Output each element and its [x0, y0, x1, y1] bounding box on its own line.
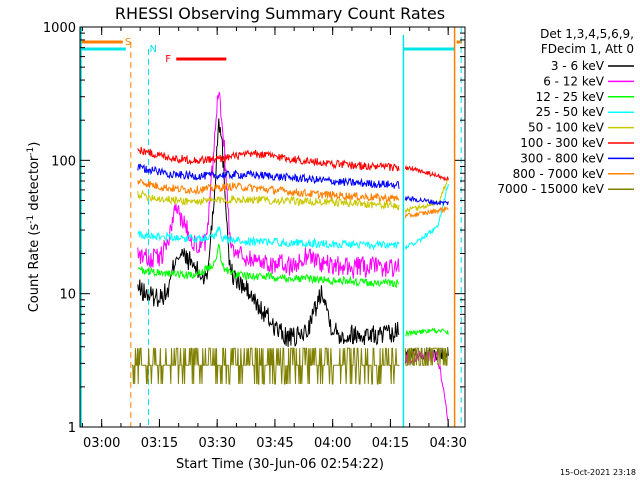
date-stamp: 15-Oct-2021 23:18	[560, 468, 636, 477]
series-tail-100-300-kev	[404, 164, 449, 182]
series-line-12-25-kev	[137, 243, 400, 289]
y-tick-label-100: 100	[51, 154, 76, 169]
series-25-50-kev	[137, 183, 449, 251]
x-tick-label-04-00: 04:00	[314, 436, 351, 451]
x-tick-label-03-15: 03:15	[141, 436, 178, 451]
x-tick-label-04-15: 04:15	[372, 436, 409, 451]
legend-label-300-800-kev: 300 - 800 keV	[520, 151, 604, 165]
x-axis-label: Start Time (30-Jun-06 02:54:22)	[176, 457, 384, 472]
series-12-25-kev	[137, 243, 449, 338]
series-line-300-800-kev	[137, 163, 400, 189]
series-line-7000-15000-kev	[132, 347, 400, 385]
series-tail-50-100-kev	[404, 178, 449, 214]
series-100-300-kev	[137, 146, 449, 182]
x-tick-label-03-45: 03:45	[256, 436, 293, 451]
series-line-3-6-kev	[137, 118, 400, 347]
y-tick-label-1000: 1000	[43, 21, 76, 36]
saa-flag-label: S	[125, 37, 131, 48]
series-tail-7000-15000-kev	[404, 347, 449, 366]
legend-label-100-300-kev: 100 - 300 keV	[520, 136, 604, 150]
series-tail-300-800-kev	[404, 195, 449, 207]
series-line-6-12-kev	[137, 92, 400, 279]
flare-flag-label: F	[165, 54, 171, 65]
legend-header-detectors: Det 1,3,4,5,6,9,	[540, 27, 634, 41]
series-50-100-kev	[137, 178, 449, 214]
y-tick-label-10: 10	[59, 288, 76, 303]
chart-title: RHESSI Observing Summary Count Rates	[115, 4, 445, 23]
series-tail-12-25-kev	[405, 327, 449, 338]
series-line-800-7000-kev	[137, 178, 400, 204]
legend-label-3-6-kev: 3 - 6 keV	[551, 59, 605, 73]
legend-label-800-7000-kev: 800 - 7000 keV	[513, 167, 605, 181]
series-lines	[132, 92, 449, 423]
series-7000-15000-kev	[132, 347, 449, 385]
legend-header-fdecim: FDecim 1, Att 0	[541, 42, 634, 56]
legend-label-50-100-kev: 50 - 100 keV	[528, 121, 605, 135]
axes: 03:00 03:15 03:30 03:45 04:00 04:15 04:30 1 10 10…	[43, 21, 467, 451]
x-tick-label-04-30: 04:30	[429, 436, 466, 451]
series-line-25-50-kev	[137, 226, 400, 251]
observing-flags: S NF	[80, 27, 463, 427]
series-300-800-kev	[137, 163, 449, 207]
series-tail-25-50-kev	[404, 183, 449, 250]
legend-label-7000-15000-kev: 7000 - 15000 keV	[497, 182, 604, 196]
legend-label-25-50-kev: 25 - 50 keV	[536, 105, 605, 119]
series-tail-800-7000-kev	[404, 206, 449, 219]
x-tick-label-03-30: 03:30	[198, 436, 235, 451]
series-line-50-100-kev	[137, 189, 400, 211]
y-tick-label-1: 1	[68, 421, 76, 436]
legend-label-6-12-kev: 6 - 12 keV	[543, 74, 605, 88]
legend-label-12-25-kev: 12 - 25 keV	[536, 90, 605, 104]
legend: Det 1,3,4,5,6,9, FDecim 1, Att 0 3 - 6 k…	[497, 27, 634, 196]
series-800-7000-kev	[137, 178, 449, 219]
plot-frame	[79, 26, 466, 428]
x-tick-label-03-00: 03:00	[83, 436, 120, 451]
y-axis-label: Count Rate (s-1 detector-1)	[26, 142, 42, 313]
night-flag-label: N	[150, 44, 157, 55]
series-line-100-300-kev	[137, 146, 400, 172]
